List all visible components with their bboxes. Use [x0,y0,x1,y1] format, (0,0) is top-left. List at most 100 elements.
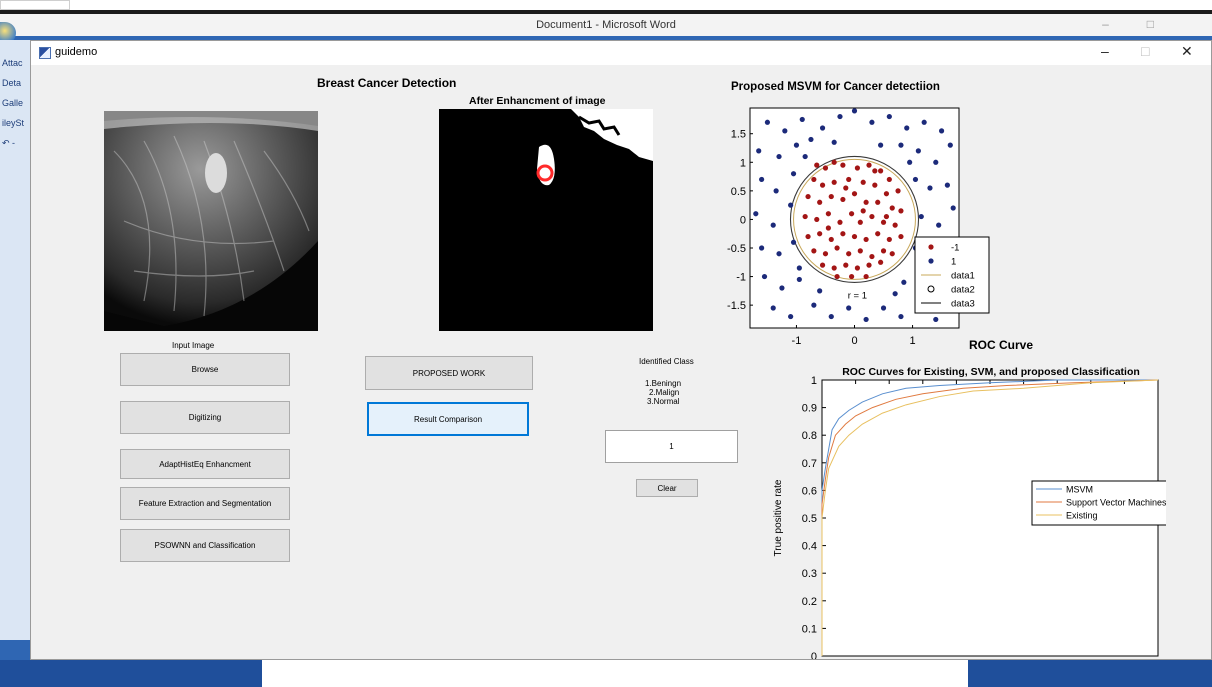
left-pane-item[interactable]: Deta [2,78,22,88]
input-image [104,111,318,331]
scatter-point [880,248,887,254]
scatter-point [875,231,881,237]
word-background-right [968,660,1212,687]
legend-entry: data3 [951,299,975,310]
scatter-y-tick-label: 1 [740,157,746,169]
scatter-point [878,142,884,148]
word-minimize-button[interactable]: – [1102,17,1147,31]
roc-y-tick-label: 0.6 [802,485,817,497]
office-orb-icon[interactable] [0,22,16,44]
class-option-2: 2.Malign [649,388,680,397]
mammogram-image [104,111,318,331]
roc-y-tick-label: 0.9 [802,403,817,415]
scatter-point [933,316,939,323]
adapthisteq-button[interactable]: AdaptHistEq Enhancment [120,449,290,479]
scatter-point [936,222,942,228]
scatter-point [944,182,950,188]
scatter-point [878,259,884,265]
scatter-point [776,251,782,257]
scatter-point [840,162,846,168]
word-maximize-button[interactable]: □ [1146,17,1192,31]
scatter-point [819,262,826,268]
scatter-point [790,239,797,245]
minimize-button[interactable]: – [1101,43,1109,59]
scatter-annotation: r = 1 [848,290,867,301]
scatter-y-tick-label: 0 [740,214,746,226]
scatter-point [846,305,852,311]
scatter-point [837,219,843,225]
scatter-point [796,276,802,283]
scatter-point [819,182,826,188]
identified-class-field[interactable]: 1 [605,430,738,463]
scatter-point [825,211,831,217]
maximize-button[interactable]: □ [1141,43,1150,59]
enhanced-image-canvas [439,109,653,331]
scatter-y-tick-label: 0.5 [731,186,746,198]
scatter-point [837,113,843,120]
legend-marker [928,244,934,250]
scatter-point [753,211,759,217]
class-option-3: 3.Normal [647,397,680,406]
scatter-point [901,279,907,285]
scatter-point [811,302,817,308]
scatter-point [802,153,808,160]
scatter-point [790,171,797,177]
feature-extraction-button[interactable]: Feature Extraction and Segmentation [120,487,290,520]
scatter-point [898,313,904,320]
scatter-point [933,159,939,165]
left-pane-item[interactable]: ileySt [2,118,25,128]
scatter-point [793,142,800,148]
scatter-point [895,188,901,194]
scatter-point [805,233,811,240]
boundary-data1 [793,158,916,280]
left-pane-item[interactable]: ↶ - [2,138,16,148]
scatter-point [869,119,875,125]
identified-class-label: Identified Class [639,357,694,366]
msvm-scatter-chart: Proposed MSVM for Cancer detectiion -1 0 1… [727,81,990,347]
scatter-y-tick-label: 1.5 [731,129,746,141]
left-pane-item[interactable]: Attac [2,58,23,68]
scatter-point [851,233,858,240]
scatter-point [950,205,956,211]
scatter-point [759,245,765,251]
scatter-point [912,176,919,183]
scatter-point [843,185,849,191]
digitizing-button[interactable]: Digitizing [120,401,290,434]
scatter-point [898,233,904,240]
scatter-point [851,108,858,114]
scatter-point [889,251,895,257]
scatter-point [848,211,855,217]
scatter-point [898,142,904,148]
scatter-point [883,213,890,220]
clear-button[interactable]: Clear [636,479,698,497]
word-document-page[interactable] [262,655,968,687]
browse-button[interactable]: Browse [120,353,290,386]
proposed-work-button[interactable]: PROPOSED WORK [365,356,533,390]
psownn-classification-button[interactable]: PSOWNN and Classification [120,529,290,562]
scatter-y-tick-label: -0.5 [727,243,746,255]
scatter-point [846,251,852,257]
scatter-point [802,213,808,220]
roc-y-tick-label: 0.5 [802,513,817,525]
result-comparison-button[interactable]: Result Comparison [367,402,529,436]
scatter-point [863,273,869,280]
scatter-point [799,116,805,123]
scatter-point [770,222,776,228]
legend-entry: 1 [951,257,956,268]
roc-title: ROC Curves for Existing, SVM, and propos… [842,366,1140,378]
guidemo-title: guidemo [55,46,98,58]
left-pane-item[interactable]: Galle [2,98,24,108]
scatter-point [822,251,829,257]
legend-entry: data2 [951,285,975,296]
roc-series-line [821,379,1159,656]
class-option-1: 1.Beningn [645,379,682,388]
scatter-point [825,225,831,231]
scatter-point [840,231,846,237]
scatter-point [875,199,881,205]
scatter-point [811,176,817,183]
scatter-point [831,265,837,271]
scatter-point [843,262,849,268]
close-button[interactable]: ✕ [1181,43,1193,59]
scatter-point [796,265,802,271]
app-heading: Breast Cancer Detection [317,76,457,90]
